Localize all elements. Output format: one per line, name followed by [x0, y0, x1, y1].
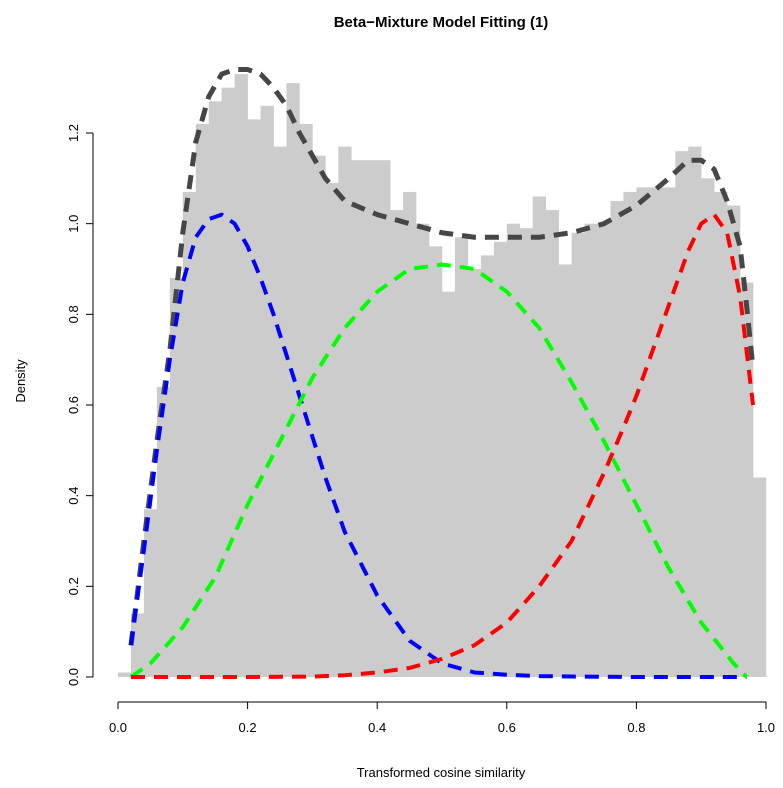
histogram-bar: [247, 119, 261, 677]
y-tick-label: 0.0: [66, 668, 81, 686]
histogram-bar: [740, 282, 754, 677]
histogram-bar: [493, 241, 508, 678]
histogram-bar: [623, 191, 637, 677]
component-2-density-curve: [129, 262, 749, 679]
histogram-bar: [338, 146, 352, 678]
histogram-bar: [714, 191, 728, 677]
histogram-bar: [325, 182, 339, 677]
histogram-bar: [234, 74, 248, 677]
component-1-density-curve: [128, 212, 747, 679]
histogram-bar: [273, 146, 287, 678]
x-tick-label: 1.0: [757, 720, 775, 735]
histogram-bar: [416, 223, 430, 678]
histogram-bar: [454, 237, 469, 677]
histogram-bar: [299, 123, 313, 678]
x-tick-label: 0.2: [239, 720, 257, 735]
x-axis-label: Transformed cosine similarity: [357, 765, 526, 780]
x-tick-label: 0.4: [368, 720, 386, 735]
histogram-bar: [675, 151, 689, 677]
histogram-bar: [312, 155, 326, 678]
histogram-bar: [390, 210, 404, 677]
histogram-bars: [118, 74, 767, 678]
histogram-bar: [597, 223, 611, 678]
histogram-bar: [260, 105, 274, 678]
histogram-bar: [143, 509, 158, 677]
histogram-bar: [208, 101, 222, 677]
histogram-bar: [727, 205, 741, 677]
histogram-bar: [221, 87, 235, 678]
x-tick-label: 0.0: [109, 720, 127, 735]
histogram-bar: [169, 278, 184, 677]
component-3-density-curve: [130, 212, 756, 679]
histogram-bar: [636, 187, 650, 677]
histogram-bar: [701, 178, 715, 677]
y-tick-label: 0.6: [66, 396, 81, 414]
total-density-curve: [128, 67, 756, 646]
x-axis: 0.0 0.2 0.4 0.6 0.8 1.0: [109, 701, 775, 735]
histogram-bar: [156, 386, 171, 677]
y-axis-label: Density: [13, 359, 28, 403]
histogram-bar: [429, 246, 443, 677]
histogram-bar: [364, 160, 378, 677]
histogram-bar: [662, 187, 676, 677]
histogram-bar: [532, 196, 546, 677]
y-tick-label: 1.2: [66, 124, 81, 142]
y-axis: 0.0 0.2 0.4 0.6 0.8 1.0 1.2: [66, 124, 94, 686]
density-curves: [128, 67, 756, 679]
x-tick-label: 0.8: [627, 720, 645, 735]
histogram-bar: [195, 123, 210, 678]
histogram-bar: [467, 269, 482, 677]
y-tick-label: 0.2: [66, 577, 81, 595]
histogram-bar: [480, 255, 495, 677]
histogram-bar: [649, 187, 663, 677]
histogram-bar: [519, 228, 534, 677]
histogram-bar: [506, 223, 521, 678]
y-tick-label: 1.0: [66, 215, 81, 233]
histogram-bar: [118, 672, 132, 677]
histogram-bar: [584, 223, 598, 678]
histogram-bar: [442, 291, 456, 677]
histogram-bar: [351, 160, 365, 677]
x-tick-label: 0.6: [498, 720, 516, 735]
y-tick-label: 0.4: [66, 487, 81, 505]
histogram-bar: [403, 191, 417, 677]
histogram-bar: [130, 613, 145, 677]
histogram-bar: [182, 191, 197, 677]
chart-title: Beta−Mixture Model Fitting (1): [334, 14, 549, 31]
histogram-bar: [377, 160, 391, 677]
y-tick-label: 0.8: [66, 305, 81, 323]
histogram-bar: [545, 210, 559, 677]
histogram-bar: [688, 146, 702, 678]
histogram-bar: [558, 264, 572, 677]
histogram-bar: [753, 477, 767, 677]
histogram-bar: [571, 232, 585, 678]
